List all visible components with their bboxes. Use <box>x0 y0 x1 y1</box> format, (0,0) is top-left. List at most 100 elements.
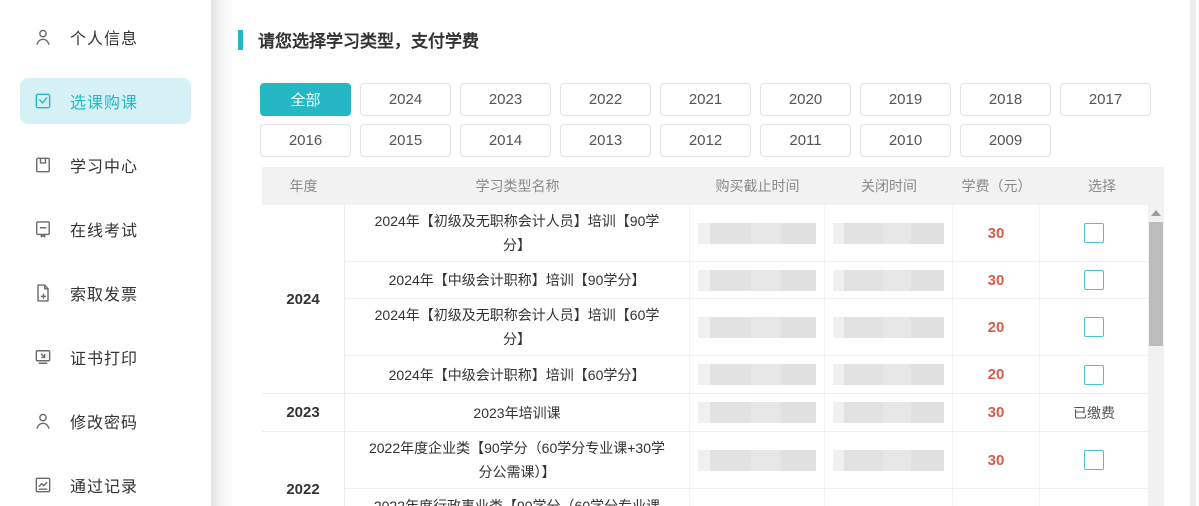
year-cell: 2024 <box>262 205 345 393</box>
main-content: 请您选择学习类型，支付学费 全部 2024 2023 2022 2021 202… <box>232 0 1190 506</box>
sidebar-item-label: 证书打印 <box>70 351 139 368</box>
user-icon <box>32 26 54 48</box>
col-header-purchase-deadline: 购买截止时间 <box>715 178 800 194</box>
year-filter-2013[interactable]: 2013 <box>560 124 651 157</box>
course-select-checkbox[interactable] <box>1084 270 1104 290</box>
close-time-cell <box>825 356 953 393</box>
close-time-cell <box>825 299 953 355</box>
table-year-group: 2024 2024年【初级及无职称会计人员】培训【90学分】 30 2024年【… <box>262 205 1148 394</box>
fee-value: 30 <box>953 489 1040 506</box>
year-filter-2020[interactable]: 2020 <box>760 83 851 116</box>
year-filter-2021[interactable]: 2021 <box>660 83 751 116</box>
checkbox-icon <box>32 90 54 112</box>
chart-icon <box>32 474 54 496</box>
course-select-checkbox[interactable] <box>1084 450 1104 470</box>
close-time-cell <box>825 262 953 298</box>
table-row: 2024年【初级及无职称会计人员】培训【90学分】 30 <box>345 205 1148 262</box>
save-icon <box>32 154 54 176</box>
select-cell <box>1040 489 1148 506</box>
redacted-date-block <box>698 364 816 385</box>
sidebar-item-study-center[interactable]: 学习中心 <box>20 142 191 188</box>
right-edge-strip <box>1190 0 1196 506</box>
redacted-date-block <box>832 402 945 423</box>
page-title: 请您选择学习类型，支付学费 <box>258 32 479 51</box>
table-body: 2024 2024年【初级及无职称会计人员】培训【90学分】 30 2024年【… <box>262 205 1148 506</box>
redacted-date-block <box>698 316 816 338</box>
close-time-cell <box>825 205 953 261</box>
course-select-checkbox[interactable] <box>1084 223 1104 243</box>
sidebar-item-label: 个人信息 <box>70 31 139 48</box>
year-filter-2019[interactable]: 2019 <box>860 83 951 116</box>
col-header-year: 年度 <box>289 178 318 194</box>
redacted-date-block <box>698 269 816 291</box>
sidebar-item-label: 学习中心 <box>70 159 139 176</box>
table-scrollbar[interactable] <box>1148 205 1164 506</box>
year-filter-2011[interactable]: 2011 <box>760 124 851 157</box>
close-time-cell <box>825 394 953 431</box>
sidebar-item-course-purchase[interactable]: 选课购课 <box>20 78 191 124</box>
page-title-row: 请您选择学习类型，支付学费 <box>238 27 1190 52</box>
sidebar-item-pass-records[interactable]: 通过记录 <box>20 462 191 506</box>
table-row: 2024年【中级会计职称】培训【60学分】 20 <box>345 356 1148 393</box>
fee-value: 30 <box>953 432 1040 488</box>
year-filter-2015[interactable]: 2015 <box>360 124 451 157</box>
sidebar-item-online-exam[interactable]: 在线考试 <box>20 206 191 252</box>
year-filter-2016[interactable]: 2016 <box>260 124 351 157</box>
course-name: 2024年【中级会计职称】培训【90学分】 <box>345 262 690 298</box>
course-select-checkbox[interactable] <box>1084 317 1104 337</box>
course-name: 2024年【初级及无职称会计人员】培训【60学分】 <box>345 299 690 355</box>
col-header-close-time: 关闭时间 <box>861 178 917 194</box>
sidebar-item-label: 在线考试 <box>70 223 139 240</box>
course-name: 2022年度企业类【90学分（60学分专业课+30学分公需课）】 <box>345 432 690 488</box>
purchase-deadline-cell <box>690 205 825 261</box>
monitor-icon <box>32 346 54 368</box>
redacted-date-block <box>832 316 945 338</box>
scrollbar-thumb[interactable] <box>1149 222 1163 346</box>
select-cell <box>1040 262 1148 298</box>
table-row: 2024年【中级会计职称】培训【90学分】 30 <box>345 262 1148 299</box>
year-filter-2010[interactable]: 2010 <box>860 124 951 157</box>
table-row: 2023年培训课 30 已缴费 <box>345 394 1148 431</box>
select-cell: 已缴费 <box>1040 394 1148 431</box>
course-name: 2024年【中级会计职称】培训【60学分】 <box>345 356 690 393</box>
year-filter-2023[interactable]: 2023 <box>460 83 551 116</box>
fee-value: 30 <box>953 205 1040 261</box>
year-filter-2022[interactable]: 2022 <box>560 83 651 116</box>
purchase-deadline-cell <box>690 394 825 431</box>
redacted-date-block <box>832 449 945 471</box>
table-row: 2022年度企业类【90学分（60学分专业课+30学分公需课）】 30 <box>345 432 1148 489</box>
course-table: 年度 学习类型名称 购买截止时间 关闭时间 学费（元） 选择 2024 2024… <box>262 167 1164 506</box>
year-filter-2014[interactable]: 2014 <box>460 124 551 157</box>
sidebar-item-personal-info[interactable]: 个人信息 <box>20 14 191 60</box>
year-cell: 2023 <box>262 394 345 431</box>
sidebar-divider <box>211 0 232 506</box>
year-filter-2009[interactable]: 2009 <box>960 124 1051 157</box>
redacted-date-block <box>832 269 945 291</box>
col-header-select: 选择 <box>1088 178 1116 194</box>
year-filter-all[interactable]: 全部 <box>260 83 351 116</box>
fee-value: 30 <box>953 394 1040 431</box>
year-filter-2024[interactable]: 2024 <box>360 83 451 116</box>
sidebar-item-label: 选课购课 <box>70 95 139 112</box>
close-time-cell <box>825 432 953 488</box>
title-accent-bar <box>238 29 243 50</box>
purchase-deadline-cell <box>690 489 825 506</box>
redacted-date-block <box>698 402 816 423</box>
table-header-row: 年度 学习类型名称 购买截止时间 关闭时间 学费（元） 选择 <box>262 167 1164 205</box>
sidebar-item-change-password[interactable]: 修改密码 <box>20 398 191 444</box>
table-row: 2022年度行政事业类【90学分（60学分专业课+30学分公需课）】 30 <box>345 489 1148 506</box>
sidebar-item-get-invoice[interactable]: 索取发票 <box>20 270 191 316</box>
purchase-deadline-cell <box>690 262 825 298</box>
fee-value: 20 <box>953 299 1040 355</box>
exam-icon <box>32 218 54 240</box>
year-filter-2018[interactable]: 2018 <box>960 83 1051 116</box>
year-filter-2017[interactable]: 2017 <box>1060 83 1151 116</box>
select-cell <box>1040 205 1148 261</box>
sidebar-item-label: 索取发票 <box>70 287 139 304</box>
select-cell <box>1040 299 1148 355</box>
scrollbar-up-arrow-icon[interactable] <box>1151 210 1161 216</box>
sidebar-item-cert-print[interactable]: 证书打印 <box>20 334 191 380</box>
redacted-date-block <box>698 449 816 471</box>
course-select-checkbox[interactable] <box>1084 364 1104 385</box>
year-filter-2012[interactable]: 2012 <box>660 124 751 157</box>
